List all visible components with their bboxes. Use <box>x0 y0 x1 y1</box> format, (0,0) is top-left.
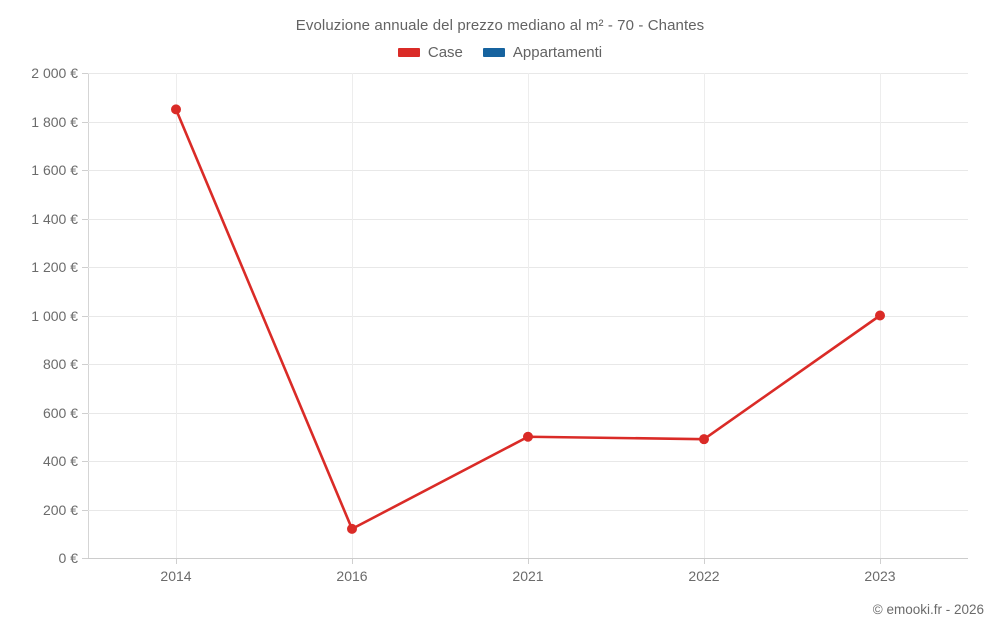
data-point-marker[interactable] <box>875 310 885 321</box>
data-series-layer <box>171 104 885 534</box>
y-tick-mark <box>82 315 88 317</box>
y-tick-mark <box>82 461 88 462</box>
y-tick-mark <box>82 121 88 123</box>
gridline-x <box>176 73 177 558</box>
y-axis-label: 600 € <box>42 404 78 421</box>
y-tick-mark <box>82 558 88 559</box>
chart-legend: Case Appartamenti <box>0 44 1000 61</box>
gridline-y <box>88 558 968 559</box>
legend-item-case[interactable]: Case <box>397 44 463 61</box>
x-axis-label: 2014 <box>160 568 192 584</box>
x-tick-mark <box>352 558 353 564</box>
series-line <box>174 108 882 531</box>
x-tick-mark <box>704 558 705 564</box>
legend-swatch-appartamenti <box>482 48 505 57</box>
legend-item-appartamenti[interactable]: Appartamenti <box>482 44 603 61</box>
y-axis-label: 0 € <box>58 550 78 566</box>
data-point-marker[interactable] <box>699 434 709 445</box>
x-axis-label: 2021 <box>512 568 544 584</box>
y-axis-label: 1 600 € <box>31 162 78 178</box>
data-point-marker[interactable] <box>171 104 181 115</box>
y-tick-mark <box>82 364 88 365</box>
y-tick-mark <box>82 412 88 414</box>
gridline-x <box>704 73 705 558</box>
chart-title: Evoluzione annuale del prezzo mediano al… <box>295 17 705 34</box>
legend-label-appartamenti: Appartamenti <box>512 44 603 61</box>
y-axis-label: 400 € <box>42 453 78 469</box>
y-axis-label: 1 800 € <box>31 113 78 130</box>
legend-label-case: Case <box>427 44 463 61</box>
x-axis-label: 2022 <box>688 568 720 584</box>
y-axis-label: 1 200 € <box>31 259 78 275</box>
y-tick-mark <box>82 73 88 74</box>
y-axis-label: 200 € <box>42 501 78 518</box>
data-point-marker[interactable] <box>347 523 357 534</box>
y-axis-label: 1 000 € <box>31 307 78 324</box>
legend-swatch-case <box>397 48 420 57</box>
x-tick-mark <box>880 558 881 564</box>
x-axis-label: 2016 <box>336 568 368 584</box>
x-tick-mark <box>528 558 529 564</box>
y-axis-label: 2 000 € <box>31 65 78 81</box>
y-tick-mark <box>82 509 88 511</box>
footer-credit: © emooki.fr - 2026 <box>872 602 984 617</box>
x-tick-mark <box>176 558 177 564</box>
y-axis-label: 1 400 € <box>31 210 78 227</box>
series-case <box>171 104 885 534</box>
y-tick-mark <box>82 267 88 268</box>
y-tick-mark <box>82 170 88 171</box>
y-axis-label: 800 € <box>42 356 78 372</box>
y-tick-mark <box>82 218 88 220</box>
gridline-x <box>352 73 353 558</box>
gridline-x <box>528 73 529 558</box>
x-axis-label: 2023 <box>864 568 896 584</box>
data-point-marker[interactable] <box>523 431 533 442</box>
